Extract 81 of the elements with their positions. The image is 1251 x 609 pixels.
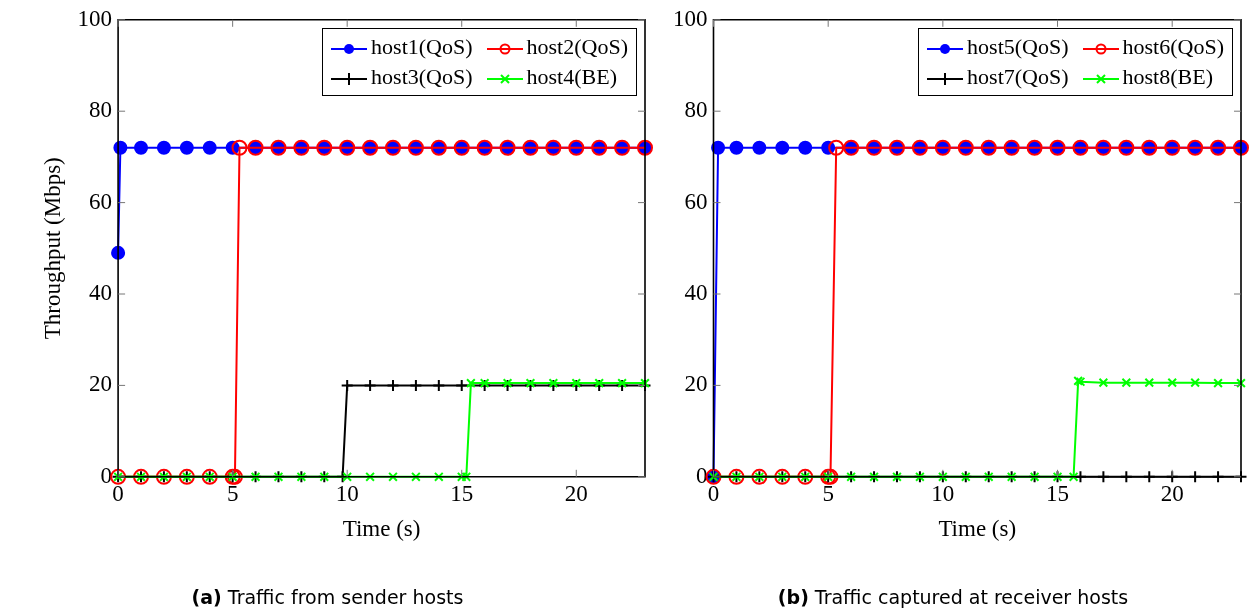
x-tick-label: 10 [931,480,955,506]
point [571,378,582,388]
legend-label: host8(BE) [1121,62,1214,91]
text: (b) Traffic captured at receiver hosts [776,586,1130,608]
point [546,378,560,392]
y-axis-title: Throughput (Mbps) [39,157,65,340]
x-tick-label: 20 [564,480,588,506]
x-axis-title: Time (s) [342,516,421,542]
point [455,378,469,392]
x-axis-title: Time (s) [938,516,1017,542]
point [548,378,559,388]
y-tick-label: 40 [89,280,113,306]
point [363,378,377,392]
point [1190,377,1201,388]
point [828,139,845,156]
point [501,378,515,392]
point [752,140,767,155]
x-tick-label: 15 [1046,480,1070,506]
point [134,140,149,155]
legend-label: host2(QoS) [525,32,628,61]
x-tick-label: 20 [1160,480,1184,506]
point [409,378,423,392]
x-tick-label: 10 [335,480,359,506]
point [478,378,492,392]
y-tick-label: 40 [684,280,708,306]
point [156,140,171,155]
point [798,140,813,155]
point [432,378,446,392]
point [386,378,400,392]
y-tick-label: 80 [684,97,708,123]
point [365,471,375,482]
point [1068,471,1079,482]
point [461,471,472,482]
point [640,378,650,388]
y-tick-label: 0 [696,462,708,488]
point [711,140,726,155]
legend-label: host6(QoS) [1121,32,1224,61]
x-tick-label: 5 [822,480,834,506]
point [594,378,605,388]
y-tick-label: 20 [89,371,113,397]
point [433,471,444,482]
point [523,378,537,392]
point [340,378,354,392]
point [1121,377,1132,388]
point [342,471,353,482]
point [615,378,629,392]
legend-label: host1(QoS) [370,32,473,61]
y-tick-label: 60 [89,188,113,214]
point [1167,377,1178,388]
point [388,471,398,482]
y-tick-label: 100 [673,5,708,31]
text: (a) Traffic from sender hosts [190,586,465,608]
point [617,378,627,388]
point [775,140,790,155]
point [592,378,606,392]
x-tick-label: 15 [450,480,474,506]
point [411,471,421,482]
point [466,378,476,388]
point [1144,377,1155,388]
point [525,378,536,388]
point [1236,378,1246,388]
y-tick-label: 0 [100,462,113,488]
point [202,140,217,155]
y-tick-label: 100 [77,5,113,31]
y-tick-label: 20 [684,371,708,397]
point [729,140,744,155]
point [456,471,467,482]
x-tick-label: 5 [226,480,239,506]
point [569,378,583,392]
point [1098,377,1109,388]
y-tick-label: 60 [684,188,708,214]
point [1213,378,1223,388]
point [502,378,513,388]
legend-label: host7(QoS) [966,62,1069,91]
legend-label: host4(BE) [525,62,618,91]
legend-label: host3(QoS) [370,62,473,91]
point [231,139,248,156]
point [179,140,194,155]
legend-label: host5(QoS) [966,32,1069,61]
y-tick-label: 80 [89,97,113,123]
point [479,378,490,388]
